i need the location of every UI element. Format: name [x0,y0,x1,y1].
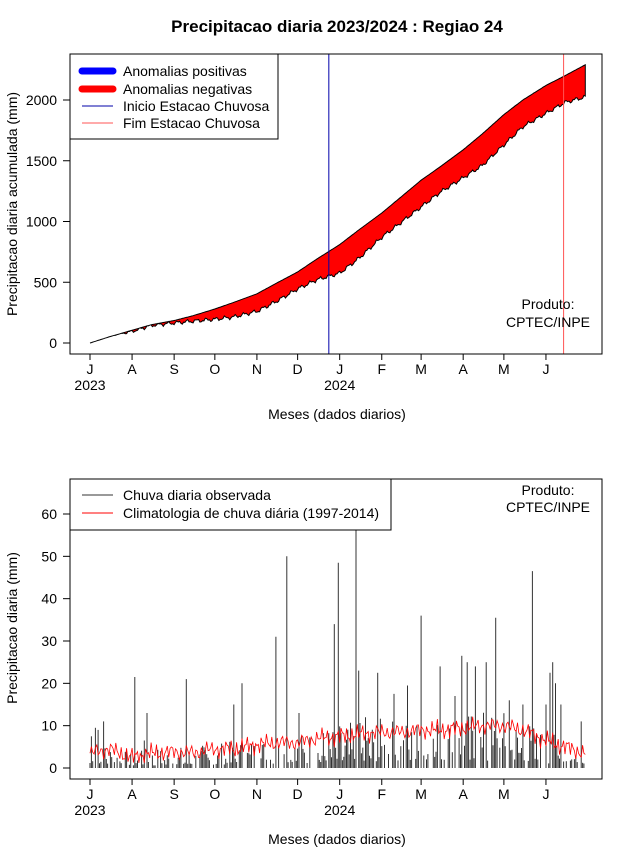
top-credit-line-2: CPTEC/INPE [506,314,590,330]
bottom-legend: Chuva diaria observada Climatologia de c… [69,478,392,531]
x-tick-label: M [498,786,510,802]
x-tick-label: F [377,786,386,802]
x-tick-label: N [252,786,262,802]
season-markers [328,54,565,354]
x-tick-label: J [542,361,549,377]
observed-bars [89,526,585,768]
year-label: 2024 [324,802,355,818]
year-label: 2023 [74,802,105,818]
x-tick-label: J [336,786,343,802]
y-tick-label: 1000 [26,214,57,230]
y-tick-label: 60 [41,506,57,522]
x-tick-label: M [498,361,510,377]
bottom-x-axis-title: Meses (dados diarios) [268,831,406,847]
y-tick-label: 500 [34,274,58,290]
x-tick-label: S [169,361,178,377]
x-tick-label: N [252,361,262,377]
x-tick-label: A [127,361,137,377]
top-legend: Anomalias positivas Anomalias negativas … [69,53,279,140]
legend-label-observed: Chuva diaria observada [123,487,271,503]
y-tick-label: 40 [41,591,57,607]
year-label: 2023 [74,377,105,393]
anomaly-area [89,63,586,344]
negative-anomaly-area [89,63,586,344]
x-tick-label: J [87,786,94,802]
x-tick-label: D [293,361,303,377]
y-tick-label: 20 [41,675,57,691]
top-credit-line-1: Produto: [522,296,575,312]
y-tick-label: 50 [41,548,57,564]
year-label: 2024 [324,377,355,393]
x-tick-label: A [127,786,137,802]
legend-label-negative: Anomalias negativas [123,81,252,97]
x-tick-label: J [87,361,94,377]
x-tick-label: J [336,361,343,377]
x-tick-label: S [169,786,178,802]
legend-label-onset: Inicio Estacao Chuvosa [123,98,270,114]
climatology-line [89,716,586,763]
top-plot-frame [69,53,603,355]
top-y-axis-title: Precipitacao diaria acumulada (mm) [4,92,20,316]
top-x-axis-title: Meses (dados diarios) [268,406,406,422]
x-tick-label: M [415,361,427,377]
y-tick-label: 10 [41,718,57,734]
climatology-series-line [89,716,586,763]
accumulated-precipitation-chart: Precipitacao diaria 2023/2024 : Regiao 2… [4,17,603,422]
bottom-credit-line-2: CPTEC/INPE [506,499,590,515]
x-tick-label: D [293,786,303,802]
x-tick-label: A [459,786,469,802]
bottom-legend-box [69,478,392,531]
x-tick-label: J [542,786,549,802]
chart-title: Precipitacao diaria 2023/2024 : Regiao 2… [171,17,503,36]
y-tick-label: 2000 [26,92,57,108]
bottom-credit-line-1: Produto: [522,482,575,498]
legend-label-climatology: Climatologia de chuva diária (1997-2014) [123,505,379,521]
legend-label-positive: Anomalias positivas [123,63,247,79]
y-tick-label: 30 [41,633,57,649]
x-tick-label: O [209,786,220,802]
bottom-y-axis-title: Precipitacao diaria (mm) [4,552,20,704]
legend-label-end: Fim Estacao Chuvosa [123,115,260,131]
x-tick-label: A [459,361,469,377]
y-tick-label: 0 [49,760,57,776]
y-tick-label: 0 [49,335,57,351]
x-tick-label: F [377,361,386,377]
x-tick-label: O [209,361,220,377]
x-tick-label: M [415,786,427,802]
y-tick-label: 1500 [26,153,57,169]
